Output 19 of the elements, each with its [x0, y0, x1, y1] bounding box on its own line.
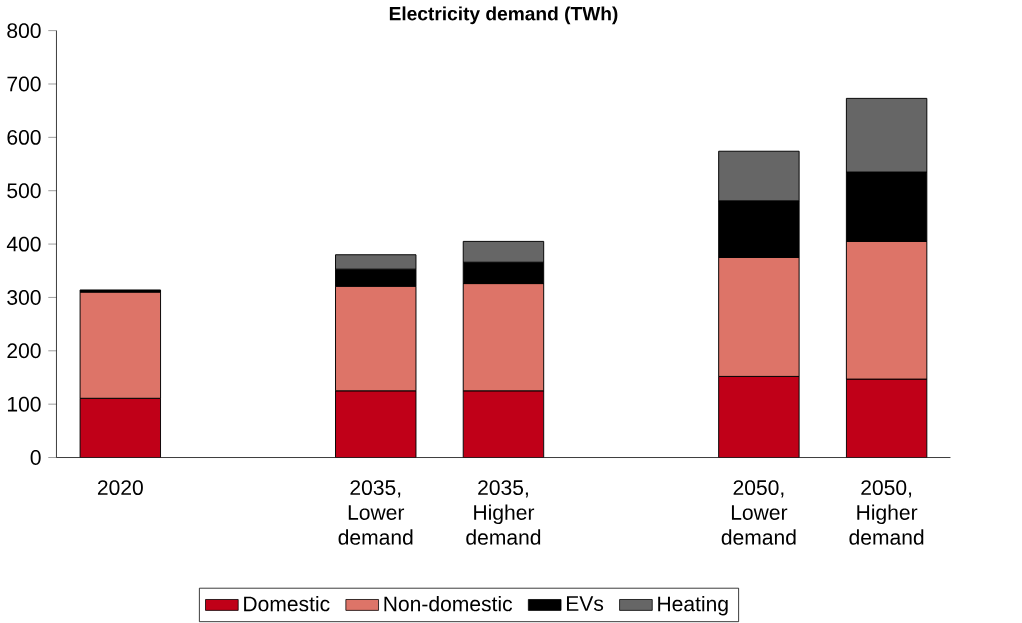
y-tick-label: 100: [7, 396, 41, 412]
legend-label: Non-domestic: [384, 595, 513, 612]
legend-label: EVs: [566, 596, 604, 611]
x-tick-label: 2035, Lower demand: [338, 480, 413, 545]
y-tick-label: 700: [7, 76, 41, 92]
y-tick-label: 300: [7, 289, 41, 305]
x-tick-label: 2020: [97, 480, 143, 495]
y-tick-label: 0: [30, 450, 41, 465]
y-tick-label: 200: [7, 343, 41, 359]
y-tick-label: 400: [6, 236, 41, 252]
y-tick-label: 500: [7, 183, 41, 199]
x-tick-label: 2050, Higher demand: [849, 480, 924, 545]
y-tick-label: 600: [7, 129, 41, 145]
chart-title: Electricity demand (TWh): [389, 6, 618, 25]
x-tick-label: 2050, Lower demand: [721, 480, 796, 545]
x-tick-label: 2035, Higher demand: [466, 480, 541, 545]
legend-label: Heating: [658, 595, 728, 616]
y-tick-label: 800: [7, 23, 41, 39]
legend-label: Domestic: [244, 595, 330, 612]
